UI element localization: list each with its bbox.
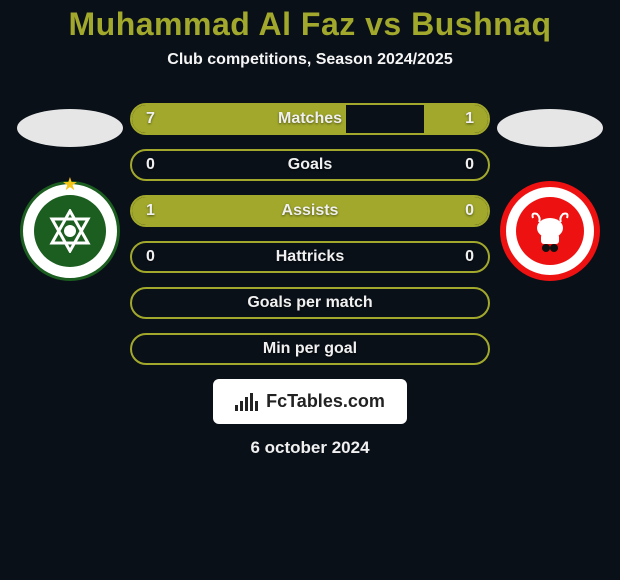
bar-icon-segment — [255, 401, 258, 411]
left-club-logo: ★ — [20, 181, 120, 281]
bar-label: Matches — [278, 110, 342, 128]
bar-label: Goals — [288, 156, 332, 174]
bar-value-right: 0 — [465, 156, 474, 174]
stat-bar: 0 0 Goals — [130, 149, 490, 181]
star-icon: ★ — [62, 174, 78, 195]
bar-fill-right — [424, 105, 488, 133]
bar-icon-segment — [250, 393, 253, 411]
right-club-logo — [500, 181, 600, 281]
left-player-avatar-placeholder — [17, 109, 123, 147]
bar-label: Goals per match — [247, 294, 372, 312]
right-club-inner — [516, 197, 584, 265]
subtitle: Club competitions, Season 2024/2025 — [167, 51, 452, 69]
bar-value-left: 7 — [146, 110, 155, 128]
bar-value-left: 0 — [146, 156, 155, 174]
left-player-column: ★ — [10, 103, 130, 281]
bar-value-left: 0 — [146, 248, 155, 266]
stat-bar: Min per goal — [130, 333, 490, 365]
stat-bar: 0 0 Hattricks — [130, 241, 490, 273]
footer-site-badge: FcTables.com — [213, 379, 407, 424]
stat-bar: 7 1 Matches — [130, 103, 490, 135]
bull-icon — [527, 208, 573, 254]
bar-label: Assists — [282, 202, 339, 220]
comparison-row: ★ 7 1 Matches 0 0 Goals 1 0 Assists 0 0 Hattricks Go… — [0, 103, 620, 365]
right-player-avatar-placeholder — [497, 109, 603, 147]
hexagram-icon — [48, 209, 92, 253]
chart-bars-icon — [235, 393, 258, 411]
bar-icon-segment — [240, 401, 243, 411]
page-title: Muhammad Al Faz vs Bushnaq — [69, 6, 552, 43]
stat-bar: Goals per match — [130, 287, 490, 319]
bar-value-right: 0 — [465, 202, 474, 220]
right-player-column — [490, 103, 610, 281]
bar-value-right: 0 — [465, 248, 474, 266]
bar-icon-segment — [245, 397, 248, 411]
bar-label: Min per goal — [263, 340, 357, 358]
date-line: 6 october 2024 — [250, 438, 369, 458]
bar-value-left: 1 — [146, 202, 155, 220]
stat-bar: 1 0 Assists — [130, 195, 490, 227]
bar-value-right: 1 — [465, 110, 474, 128]
bar-icon-segment — [235, 405, 238, 411]
left-club-inner — [34, 195, 106, 267]
bar-label: Hattricks — [276, 248, 344, 266]
footer-site-text: FcTables.com — [266, 391, 385, 412]
stat-bars: 7 1 Matches 0 0 Goals 1 0 Assists 0 0 Hattricks Goal… — [130, 103, 490, 365]
